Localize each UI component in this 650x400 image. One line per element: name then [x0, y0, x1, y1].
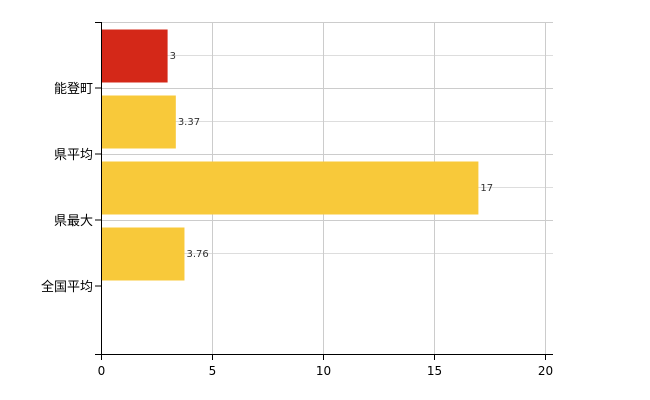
bar-4 — [102, 227, 185, 281]
category-label-2: 県平均 — [54, 148, 93, 163]
bar-1 — [102, 29, 168, 83]
x-tick-label-5: 20 — [538, 364, 553, 378]
category-label-3: 県最大 — [54, 214, 93, 229]
x-tick-label-1: 0 — [98, 364, 106, 378]
category-label-1: 能登町 — [54, 82, 93, 97]
category-label-4: 全国平均 — [41, 279, 93, 295]
x-tick-label-2: 5 — [209, 364, 217, 378]
bars — [102, 29, 479, 281]
bar-2 — [102, 95, 176, 149]
data-label-4: 3.76 — [186, 249, 208, 260]
data-label-1: 3 — [170, 51, 176, 62]
bar-3 — [102, 161, 479, 215]
data-label-3: 17 — [480, 183, 493, 194]
x-tick-label-3: 10 — [316, 364, 331, 378]
data-label-2: 3.37 — [178, 117, 200, 128]
x-tick-label-4: 15 — [427, 364, 442, 378]
axes — [95, 22, 553, 360]
